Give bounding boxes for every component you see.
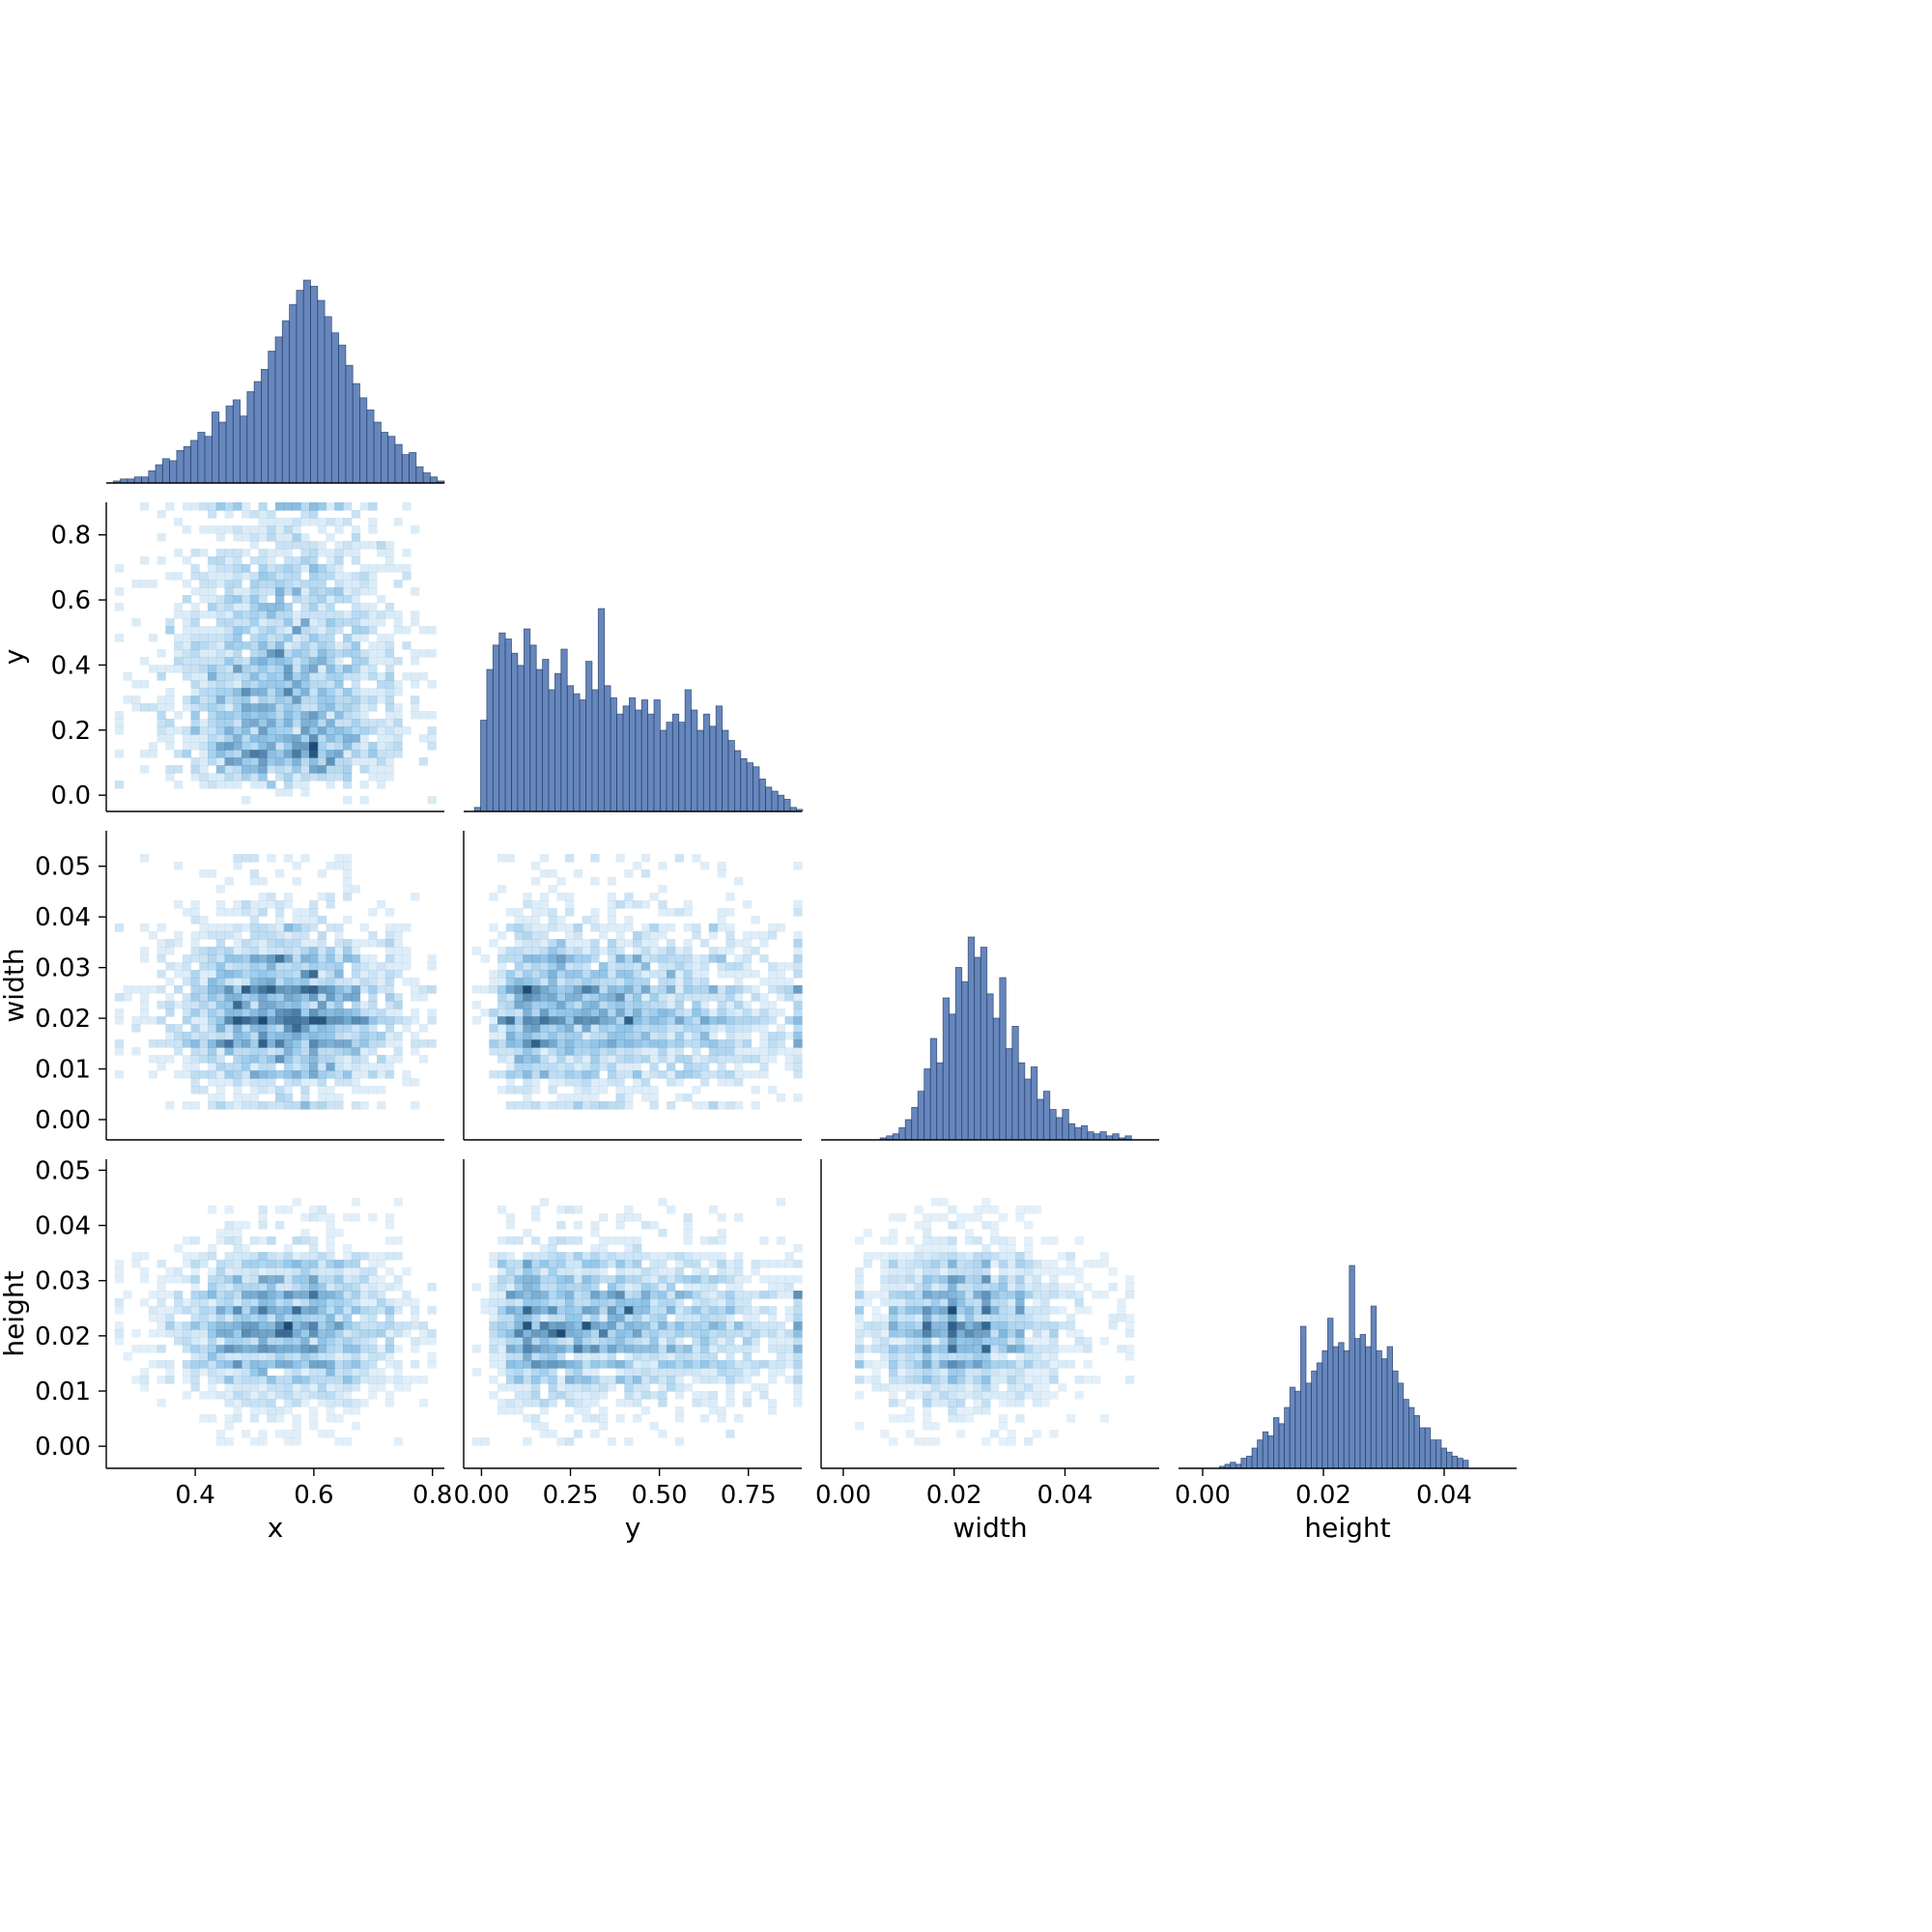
density-width-vs-y: [472, 854, 803, 1110]
tick-label: 0.00: [35, 1106, 91, 1135]
tick-label: 0.6: [294, 1481, 333, 1510]
density-height-vs-y: [472, 1198, 803, 1446]
xlabel-height: height: [1304, 1512, 1390, 1544]
tick-label: 0.8: [51, 522, 91, 551]
tick-label: 0.75: [721, 1481, 777, 1510]
tick-label: 0.4: [175, 1481, 214, 1510]
tick-label: 0.4: [51, 651, 91, 680]
xlabel-width: width: [952, 1512, 1027, 1544]
tick-label: 0.00: [1175, 1481, 1231, 1510]
corner-plot-figure: 0.0 0.2 0.4 0.6 0.8 y 0.00 0.01 0.02 0.03 0.04 0.05…: [0, 0, 1932, 1932]
histogram-x: [106, 280, 444, 483]
tick-label: 0.05: [35, 1156, 91, 1185]
tick-label: 0.00: [453, 1481, 509, 1510]
density-height-vs-x: [115, 1198, 437, 1446]
tick-label: 0.02: [926, 1481, 982, 1510]
tick-label: 0.0: [51, 781, 91, 810]
density-height-vs-width: [855, 1198, 1134, 1446]
tick-label: 0.04: [1416, 1481, 1472, 1510]
tick-label: 0.02: [35, 1005, 91, 1034]
density-width-vs-x: [115, 854, 437, 1110]
xlabel-y: y: [625, 1512, 641, 1544]
histogram-height: [1179, 1265, 1517, 1468]
xlabel-x: x: [268, 1512, 284, 1544]
tick-label: 0.2: [51, 717, 91, 746]
tick-label: 0.6: [51, 586, 91, 615]
tick-label: 0.02: [1295, 1481, 1351, 1510]
tick-label: 0.04: [35, 1212, 91, 1241]
tick-label: 0.03: [35, 954, 91, 983]
corner-plot-svg: 0.0 0.2 0.4 0.6 0.8 y 0.00 0.01 0.02 0.03 0.04 0.05…: [0, 0, 1932, 1932]
tick-label: 0.8: [412, 1481, 452, 1510]
tick-label: 0.01: [35, 1056, 91, 1085]
tick-label: 0.50: [632, 1481, 688, 1510]
frame-r3-c3: 0.00 0.02 0.04 height: [1175, 1468, 1472, 1544]
tick-label: 0.03: [35, 1267, 91, 1296]
density-y-vs-x: [115, 502, 437, 805]
tick-label: 0.00: [35, 1433, 91, 1462]
ylabel-height: height: [0, 1270, 30, 1356]
tick-label: 0.05: [35, 853, 91, 882]
histogram-width: [821, 937, 1159, 1140]
tick-label: 0.25: [543, 1481, 599, 1510]
tick-label: 0.01: [35, 1378, 91, 1406]
ylabel-width: width: [0, 948, 30, 1022]
tick-label: 0.04: [1037, 1481, 1094, 1510]
tick-label: 0.02: [35, 1322, 91, 1351]
tick-label: 0.00: [815, 1481, 871, 1510]
ylabel-y: y: [0, 649, 30, 666]
tick-label: 0.04: [35, 903, 91, 932]
histogram-y: [464, 609, 803, 811]
